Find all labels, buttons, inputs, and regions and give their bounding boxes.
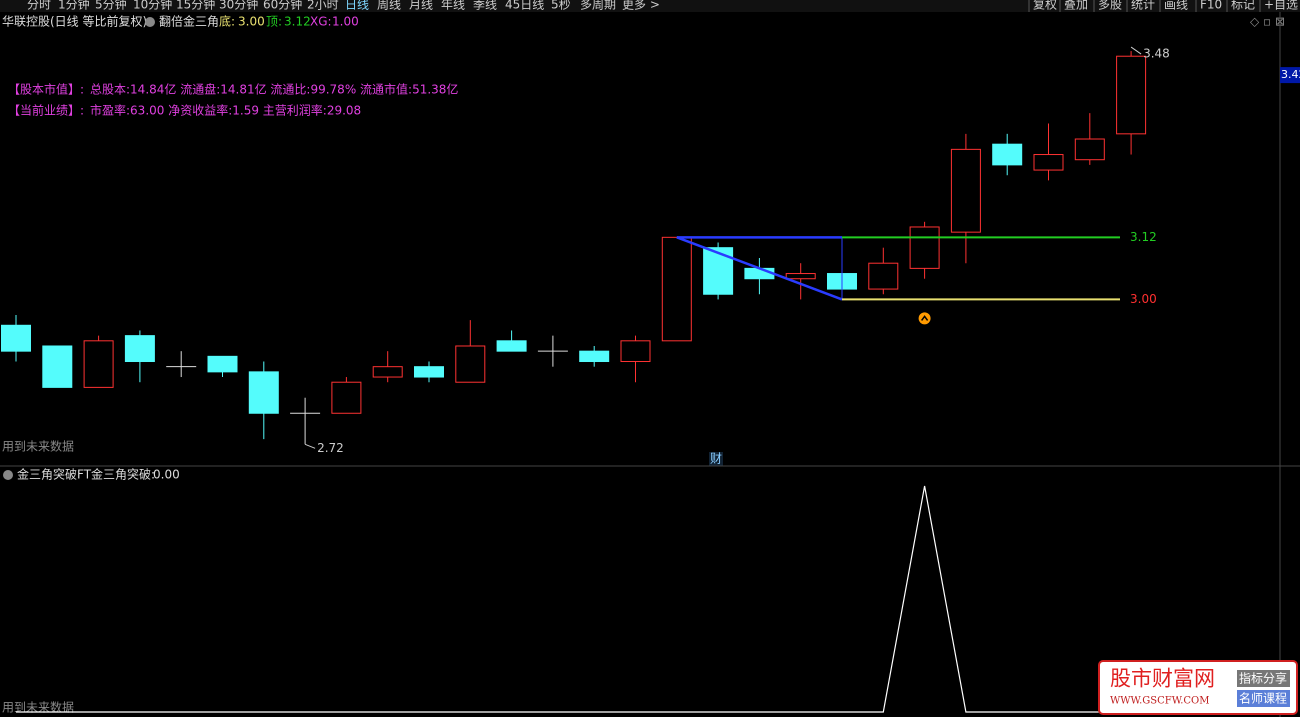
badge-text: 名师课程 [1239,691,1287,706]
badge [1237,670,1290,687]
toolbar-button[interactable]: 30分钟 [219,0,258,12]
indicator-icon [145,17,155,27]
candle-body [992,143,1023,166]
candle-body [1033,154,1064,171]
high-pointer [1130,46,1142,55]
watermark-url: WWW.GSCFW.COM [1110,696,1210,707]
price-tag [1280,67,1300,84]
candle-body [620,340,651,363]
info-text: 总股本:14.84亿 流通盘:14.81亿 流通比:99.78% 流通市值:51… [90,82,458,97]
candle-body [83,340,114,388]
candle-body [124,335,155,363]
toolbar-button[interactable]: 2小时 [307,0,339,12]
candle-body [909,226,940,269]
charts: 2.72 3.48 3.12 3.00 3.42 [1,46,1300,713]
price-tag-label: 3.42 [1281,68,1300,81]
bottom-label: 底: [219,14,235,29]
level-label: 3.12 [1130,230,1157,244]
future-note: 用到未来数据 [2,439,74,454]
badge-text: 指标分享 [1239,671,1287,686]
info-text: 市盈率:63.00 净资收益率:1.59 主营利润率:29.08 [90,103,361,118]
candle-body [1,324,31,352]
low-pointer [304,443,316,449]
candle-body [248,371,279,414]
candle-body [703,247,734,295]
triangle-slope [676,236,843,301]
candle-body [414,366,444,378]
candle-body [950,148,981,233]
toolbar-button[interactable]: 叠加 [1064,0,1088,12]
candle-body [496,340,527,352]
toolbar-button[interactable]: 45日线 [505,0,544,12]
toolbar-button[interactable]: 1分钟 [58,0,90,12]
watermark-title: 股市财富网 [1110,667,1215,691]
level-label: 3.00 [1130,292,1157,306]
toolbar-button[interactable]: 更多 > [622,0,660,12]
info-label: 【当前业绩】: [8,103,84,118]
toolbar-button[interactable]: 季线 [473,0,497,12]
high-label: 3.48 [1143,47,1170,61]
badge [1237,690,1290,707]
toolbar-button[interactable]: 复权 [1033,0,1057,12]
toolbar-button[interactable]: 年线 [441,0,465,12]
toolbar-items: 分时 1分钟 5分钟 10分钟 15分钟 30分钟 60分钟 2小时 日线 周线 月线 年线 季线 45日… [27,0,1298,12]
top-label: 顶: [266,15,282,29]
signal-marker-arrow [921,315,929,321]
toolbar-button[interactable]: 日线 [345,0,369,12]
toolbar-button[interactable]: 统计 [1131,0,1155,12]
toolbar-button[interactable]: 画线 [1164,0,1188,12]
candle-body [785,273,816,280]
candle-body [579,350,610,363]
candle-body [1074,138,1105,161]
indicator-label: 金三角突破: [91,467,155,482]
toolbar-button[interactable]: 分时 [27,0,51,12]
toolbar-button[interactable]: 5秒 [551,0,571,12]
indicator-icon [3,470,13,480]
toolbar-button[interactable]: 10分钟 [133,0,172,12]
toolbar-button[interactable]: 60分钟 [263,0,302,12]
signal-marker [918,312,931,325]
toolbar-button[interactable]: F10 [1200,0,1222,12]
finance-marker[interactable]: 财 [710,452,722,466]
toolbar-button[interactable]: 月线 [409,0,433,12]
low-label: 2.72 [317,441,344,455]
candle-body [1116,55,1147,135]
xg-label: XG: [310,15,332,29]
candle-body [207,355,238,373]
toolbar-button[interactable]: 周线 [377,0,401,12]
toolbar-button[interactable]: +自选 [1264,0,1298,12]
toolbar-button[interactable]: 5分钟 [95,0,127,12]
pane-icons[interactable]: ◇ ▫ ⊠ [1250,15,1285,29]
toolbar-button[interactable]: 标记 [1231,0,1255,12]
stock-name: 华联控股(日线 等比前复权) [2,14,147,29]
indicator-name: 金三角突破FT [17,467,92,482]
top-value: 3.12 [284,15,311,29]
candle-body [42,345,73,388]
candle-body [744,267,775,280]
indicator-name: 翻倍金三角 [159,14,219,29]
indicator-line [16,485,1132,713]
xg-value: 1.00 [332,15,359,29]
candle-body [455,345,486,383]
future-note: 用到未来数据 [2,700,74,715]
candle-body [661,236,692,342]
info-label: 【股本市值】: [8,82,84,97]
candle-body [868,262,899,290]
finance-marker-box[interactable] [709,452,723,466]
toolbar [0,0,1300,12]
bottom-value: 3.00 [238,15,265,29]
candle-body [372,366,403,378]
toolbar-button[interactable]: 15分钟 [176,0,215,12]
toolbar-button[interactable]: 多周期 [580,0,616,12]
toolbar-button[interactable]: 多股 [1098,0,1122,12]
indicator-value: 0.00 [153,468,180,482]
candle-body [331,381,362,414]
